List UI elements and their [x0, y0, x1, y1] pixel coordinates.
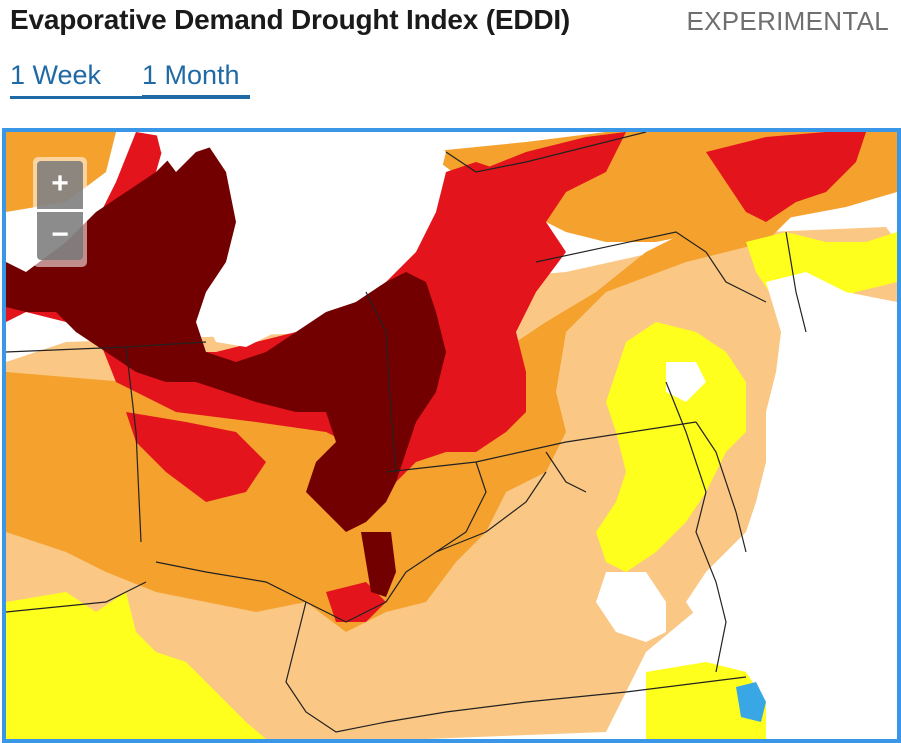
eddi-map[interactable]: [6, 132, 897, 739]
tab-1-month-underline: [142, 95, 250, 99]
tab-1-month[interactable]: 1 Month: [142, 60, 240, 90]
region-severe-southwest: [126, 412, 266, 502]
state-boundaries: [6, 132, 807, 733]
region-dry-southeast: [646, 662, 766, 739]
region-dry-southwest: [6, 592, 266, 739]
tab-1-week[interactable]: 1 Week: [10, 60, 102, 90]
region-none-maryland: [596, 572, 666, 642]
zoom-control: + −: [33, 157, 87, 267]
tab-1-week-underline: [10, 96, 142, 99]
region-severe-lakeshore: [396, 132, 626, 292]
region-extreme-south: [361, 532, 396, 597]
region-none-pa-spot: [666, 362, 706, 402]
region-dry-east: [596, 322, 746, 572]
zoom-in-button[interactable]: +: [37, 161, 83, 209]
region-none-coast: [686, 272, 897, 739]
map-view[interactable]: + −: [2, 128, 901, 743]
experimental-badge: EXPERIMENTAL: [686, 6, 889, 36]
lake-erie: [156, 132, 446, 347]
page-title: Evaporative Demand Drought Index (EDDI): [10, 4, 571, 35]
region-extreme: [6, 142, 446, 532]
zoom-out-button[interactable]: −: [37, 212, 83, 260]
region-severe-ne: [706, 132, 866, 222]
region-wet: [736, 682, 766, 722]
